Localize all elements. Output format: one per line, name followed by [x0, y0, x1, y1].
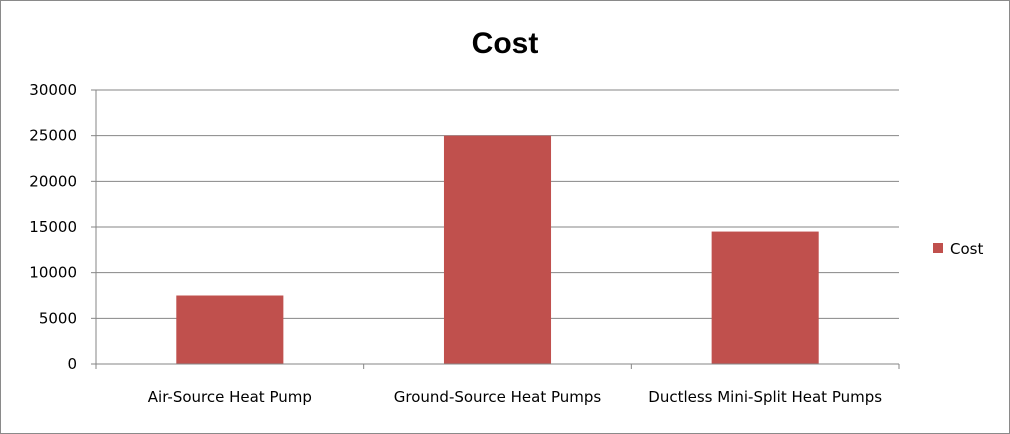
legend: Cost — [933, 240, 983, 258]
bar-2 — [443, 135, 552, 364]
y-axis-ticks: 0 5000 10000 15000 20000 25000 30000 — [29, 81, 77, 373]
x-category-label: Air-Source Heat Pump — [148, 388, 312, 406]
y-tick-label: 20000 — [29, 172, 77, 190]
x-category-label: Ground-Source Heat Pumps — [394, 388, 602, 406]
y-tick-label: 30000 — [29, 81, 77, 99]
y-tick-label: 15000 — [29, 218, 77, 236]
axes — [91, 89, 900, 369]
bar-3 — [711, 231, 819, 364]
y-tick-label: 25000 — [29, 127, 77, 145]
bars — [176, 135, 819, 364]
y-tick-label: 10000 — [29, 264, 77, 282]
y-tick-label: 0 — [67, 355, 77, 373]
x-category-label: Ductless Mini-Split Heat Pumps — [648, 388, 882, 406]
legend-swatch-cost — [933, 243, 943, 253]
bar-1 — [176, 295, 284, 364]
y-tick-label: 5000 — [39, 309, 77, 327]
chart-title: Cost — [472, 27, 539, 60]
legend-label-cost: Cost — [950, 240, 983, 258]
x-axis-labels: Air-Source Heat Pump Ground-Source Heat P… — [148, 388, 882, 406]
